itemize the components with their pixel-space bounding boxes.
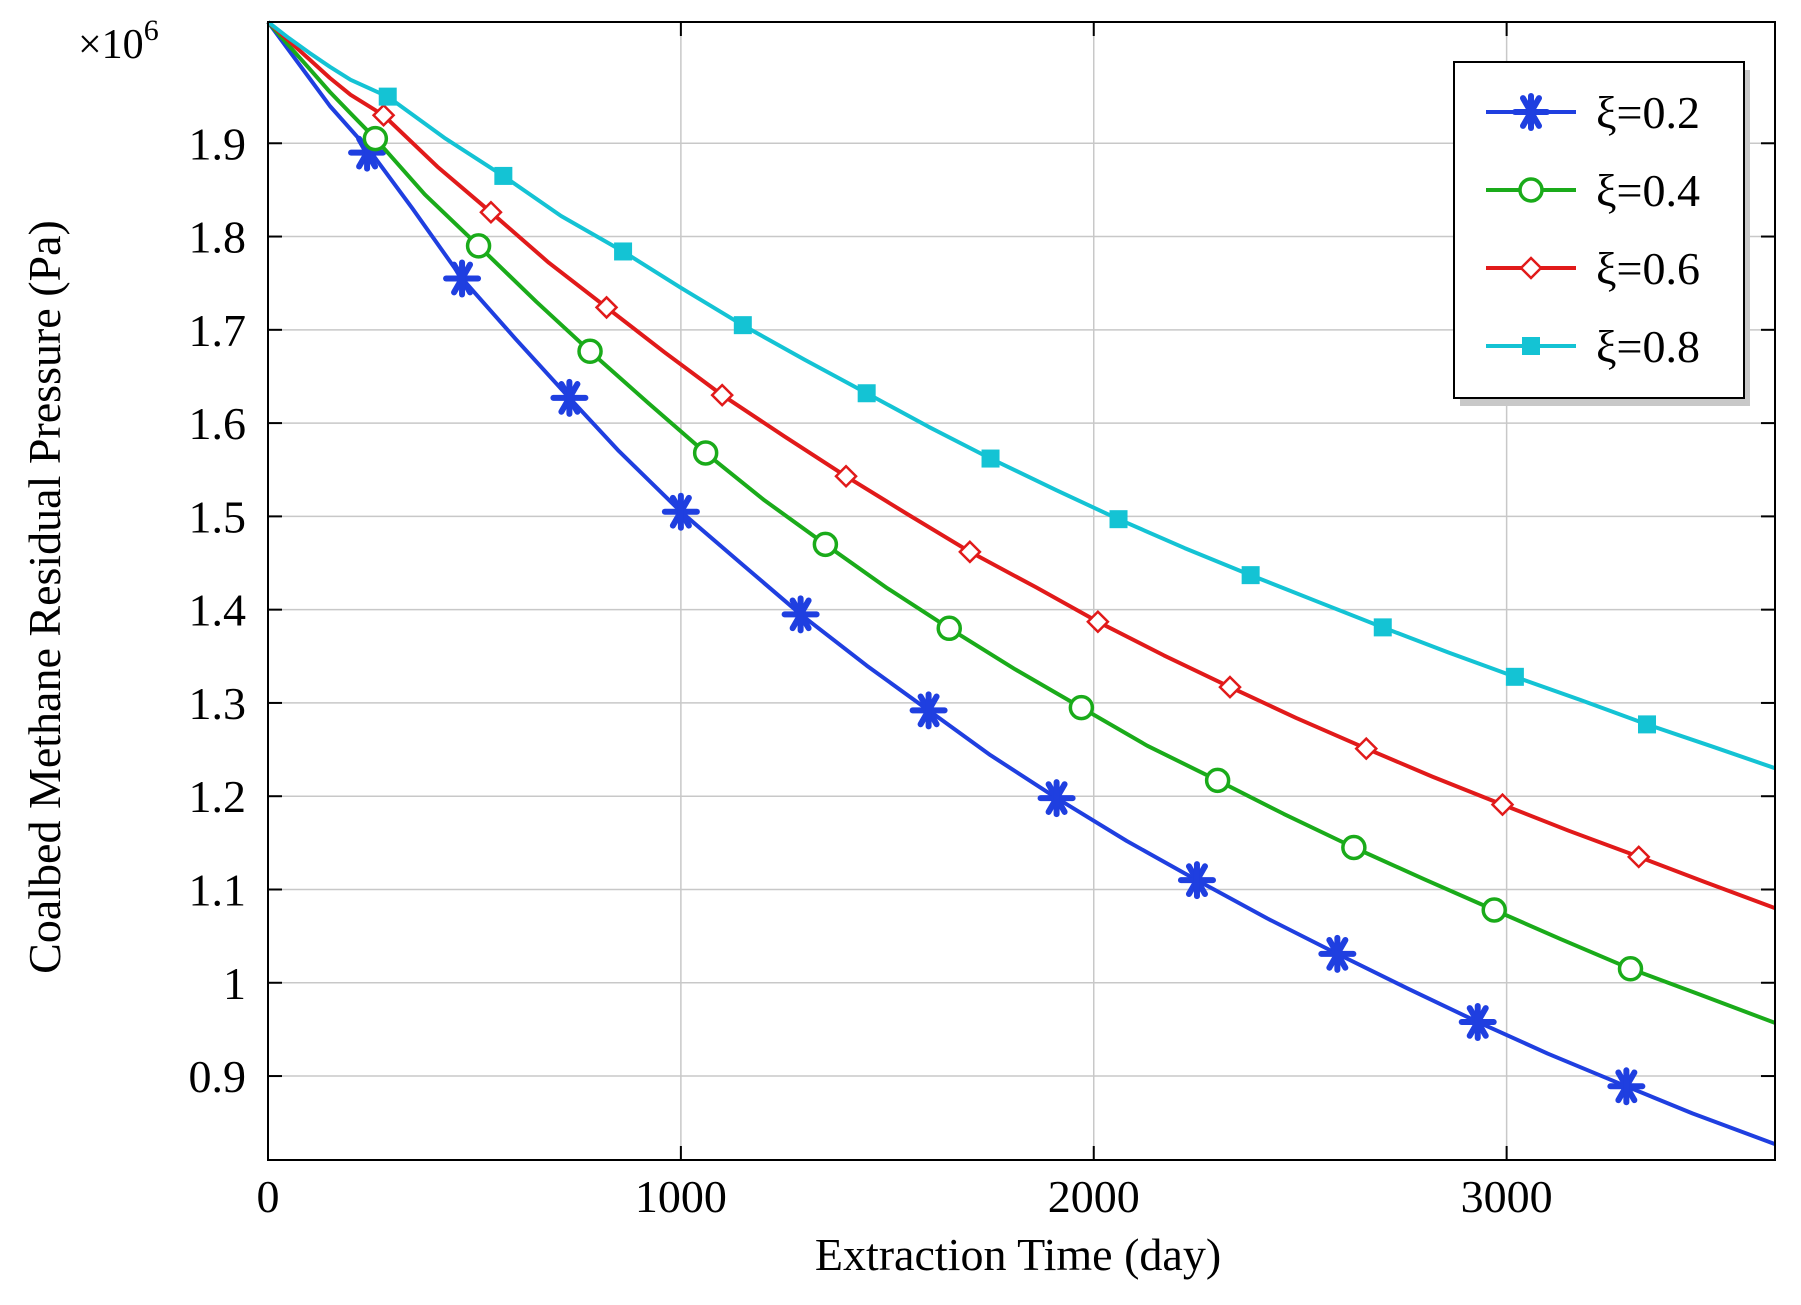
series-marker <box>661 492 700 531</box>
series-marker <box>812 531 839 558</box>
series-marker <box>1218 675 1242 699</box>
series-marker <box>614 242 633 261</box>
series-marker <box>1086 610 1110 634</box>
series-marker <box>1241 566 1260 585</box>
legend-items: ξ=0.2 ξ=0.4 ξ=0.6 ξ=0.8 <box>1486 87 1700 372</box>
series-marker <box>1068 694 1095 721</box>
series-2 <box>266 20 1776 1025</box>
legend-label: ξ=0.2 <box>1596 87 1700 138</box>
legend-label: ξ=0.6 <box>1596 243 1700 294</box>
plot-frame <box>267 21 1776 1161</box>
series-marker <box>1354 736 1379 761</box>
series-1 <box>266 20 1776 1146</box>
y-tick-label: 1 <box>223 958 246 1009</box>
series-marker <box>1341 834 1367 861</box>
y-tick-label: 1.3 <box>189 678 247 729</box>
series-marker <box>936 615 962 642</box>
series-marker <box>594 295 619 320</box>
series-marker <box>1037 779 1076 818</box>
series-marker <box>958 540 982 564</box>
y-tick-label: 1.5 <box>189 491 247 542</box>
y-tick-label: 1.6 <box>189 398 247 449</box>
legend-label: ξ=0.4 <box>1596 165 1700 216</box>
legend-box <box>1453 61 1745 399</box>
series-marker <box>362 125 389 152</box>
y-tick-label: 1.2 <box>189 771 247 822</box>
series-marker <box>494 166 513 185</box>
series-3 <box>266 20 1776 910</box>
x-tick-label: 1000 <box>635 1171 727 1222</box>
legend-label: ξ=0.8 <box>1596 321 1700 372</box>
series-marker <box>1626 845 1651 869</box>
series-marker <box>781 595 820 634</box>
series-marker <box>1318 934 1357 973</box>
series-marker <box>692 440 719 466</box>
series-marker <box>1505 667 1524 686</box>
x-axis-title: Extraction Time (day) <box>815 1229 1221 1280</box>
series-marker <box>909 691 948 730</box>
series-marker <box>1617 956 1644 982</box>
y-tick-label: 1.8 <box>189 212 247 263</box>
series-marker <box>981 449 1000 468</box>
y-tick-label: 1.1 <box>189 864 247 915</box>
series-marker <box>378 87 397 106</box>
legend-item: ξ=0.4 <box>1486 165 1700 216</box>
legend-item: ξ=0.2 <box>1486 87 1700 138</box>
series-marker <box>1607 1067 1646 1106</box>
series-marker <box>443 259 482 298</box>
x-tick-label: 2000 <box>1048 1171 1140 1222</box>
series-marker <box>1458 1002 1497 1041</box>
y-tick-label: 0.9 <box>189 1051 247 1102</box>
legend-marker <box>1518 177 1544 203</box>
series-marker <box>479 200 503 225</box>
x-tick-label: 0 <box>257 1171 280 1222</box>
x-tick-label: 3000 <box>1461 1171 1553 1222</box>
legend-marker <box>1512 93 1550 131</box>
series-marker <box>1109 510 1128 529</box>
series-marker <box>550 378 589 417</box>
legend: ξ=0.2 ξ=0.4 ξ=0.6 ξ=0.8 <box>1453 61 1750 406</box>
series-line <box>266 20 1776 910</box>
axis-ticks: 0 1000 2000 3000 0.9 1 1.1 1.2 1.3 1.4 1.5 1.6 1.7 1.… <box>189 22 1775 1222</box>
series-marker <box>733 316 752 335</box>
series-line <box>266 20 1776 1025</box>
series-4 <box>266 20 1776 771</box>
y-tick-label: 1.9 <box>189 118 247 169</box>
y-tick-label: 1.7 <box>189 305 247 356</box>
series-line <box>266 20 1776 771</box>
series-marker <box>1204 767 1231 794</box>
series-marker <box>857 384 876 403</box>
series-marker <box>1177 861 1216 900</box>
legend-marker <box>1522 337 1540 355</box>
series-marker <box>1638 715 1657 734</box>
series-marker <box>1490 792 1515 817</box>
series-layer <box>266 20 1776 1146</box>
y-tick-label: 1.4 <box>189 585 247 636</box>
series-marker <box>371 103 396 128</box>
series-marker <box>465 233 492 259</box>
y-axis-title: Coalbed Methane Residual Pressure (Pa) <box>19 220 70 974</box>
series-marker <box>1481 897 1507 923</box>
legend-item: ξ=0.6 <box>1486 243 1700 294</box>
series-marker <box>834 464 858 489</box>
legend-item: ξ=0.8 <box>1486 321 1700 372</box>
series-marker <box>1373 618 1392 637</box>
y-axis-multiplier: ×106 <box>78 14 159 68</box>
legend-marker <box>1519 256 1543 280</box>
series-marker <box>577 338 603 365</box>
series-marker <box>710 383 734 407</box>
